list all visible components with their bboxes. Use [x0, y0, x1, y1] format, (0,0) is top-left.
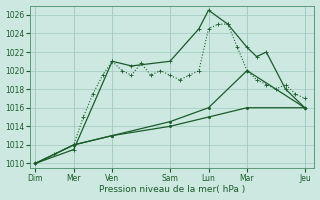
- X-axis label: Pression niveau de la mer( hPa ): Pression niveau de la mer( hPa ): [99, 185, 245, 194]
